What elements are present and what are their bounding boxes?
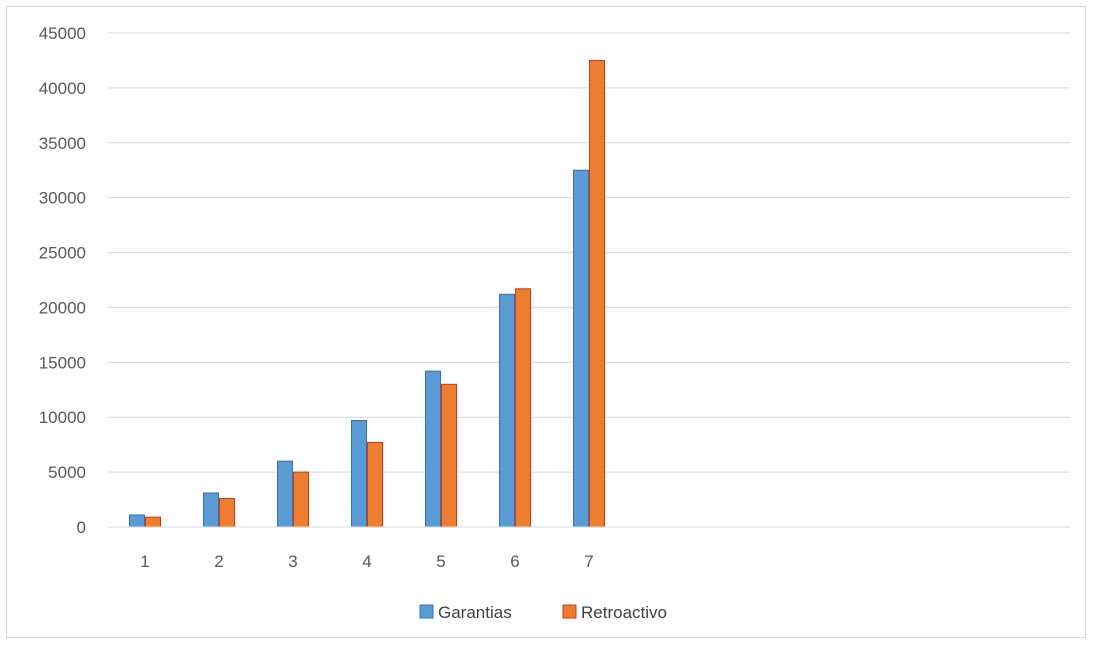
legend-swatch-garantias [419, 604, 434, 619]
x-tick-label: 3 [288, 552, 297, 571]
x-axis-ticks: 1 2 3 4 5 6 7 [140, 552, 593, 571]
x-tick-label: 1 [140, 552, 149, 571]
bar-garantias-7 [573, 169, 589, 528]
y-tick-label: 10000 [39, 408, 86, 427]
y-tick-label: 25000 [39, 244, 86, 263]
bar-garantias-4 [351, 420, 367, 528]
y-tick-label: 15000 [39, 353, 86, 372]
bar-retroactivo-3 [293, 471, 309, 528]
x-tick-label: 2 [214, 552, 223, 571]
x-tick-label: 4 [362, 552, 371, 571]
y-tick-label: 20000 [39, 298, 86, 317]
bar-retroactivo-2 [219, 497, 235, 528]
bar-garantias-6 [499, 293, 515, 528]
bar-retroactivo-4 [367, 441, 383, 528]
y-tick-label: 30000 [39, 189, 86, 208]
bar-garantias-3 [277, 460, 293, 528]
y-tick-label: 5000 [48, 463, 86, 482]
y-tick-label: 0 [77, 518, 86, 537]
x-tick-label: 7 [584, 552, 593, 571]
y-tick-label: 35000 [39, 134, 86, 153]
legend-label-retroactivo: Retroactivo [581, 603, 667, 622]
bar-retroactivo-5 [441, 383, 457, 528]
x-tick-label: 6 [510, 552, 519, 571]
bar-retroactivo-7 [589, 59, 605, 528]
bar-retroactivo-1 [145, 516, 161, 528]
bar-garantias-5 [425, 370, 441, 528]
bar-garantias-2 [203, 492, 219, 528]
chart-frame [6, 6, 1086, 638]
bar-garantias-1 [129, 514, 145, 528]
y-tick-label: 45000 [39, 24, 86, 43]
legend-swatch-retroactivo [562, 604, 577, 619]
y-tick-label: 40000 [39, 79, 86, 98]
legend-label-garantias: Garantias [438, 603, 512, 622]
legend: Garantias Retroactivo [419, 603, 667, 622]
y-axis-ticks: 0 5000 10000 15000 20000 25000 30000 35000 40000… [39, 24, 86, 537]
x-tick-label: 5 [436, 552, 445, 571]
bars [129, 59, 605, 528]
bar-retroactivo-6 [515, 288, 531, 528]
